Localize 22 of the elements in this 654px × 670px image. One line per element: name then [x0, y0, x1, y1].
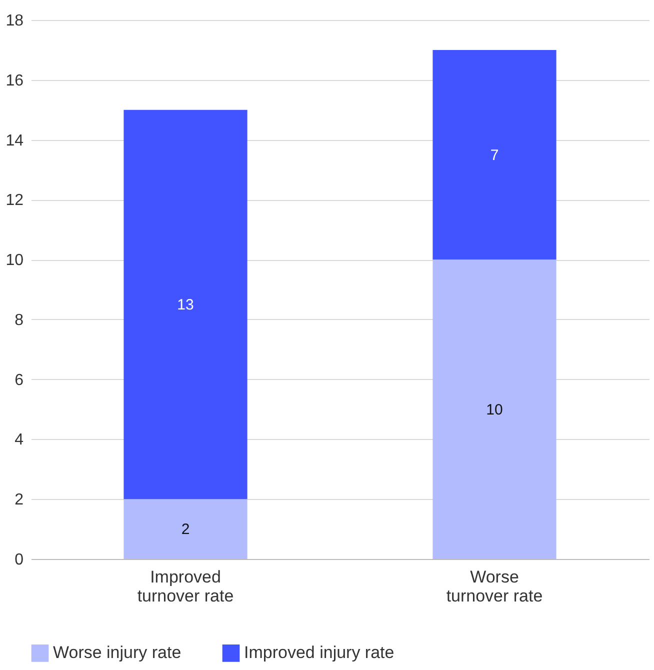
bar: [124, 110, 248, 500]
x-tick-label: Improved turnover rate: [137, 568, 234, 606]
data-label: 10: [486, 401, 503, 418]
y-tick-label: 14: [6, 132, 24, 150]
y-tick-label: 2: [14, 492, 24, 509]
y-tick-label: 16: [6, 72, 24, 90]
y-tick-label: 10: [6, 252, 24, 270]
y-tick-label: 6: [14, 372, 24, 389]
y-tick-label: 0: [14, 552, 24, 568]
bar: [124, 499, 248, 559]
legend-label: Improved injury rate: [244, 643, 394, 662]
legend-label: Worse injury rate: [53, 643, 182, 662]
bar: [432, 50, 556, 260]
x-tick-label: Worse turnover rate: [446, 568, 543, 606]
y-tick-label: 4: [14, 432, 24, 449]
y-tick-label: 18: [6, 12, 24, 30]
y-tick-label: 12: [6, 192, 24, 210]
bar: [432, 260, 556, 559]
data-label: 2: [181, 521, 190, 538]
data-label: 13: [177, 296, 194, 314]
data-label: 7: [490, 146, 499, 164]
y-tick-label: 8: [14, 312, 24, 329]
